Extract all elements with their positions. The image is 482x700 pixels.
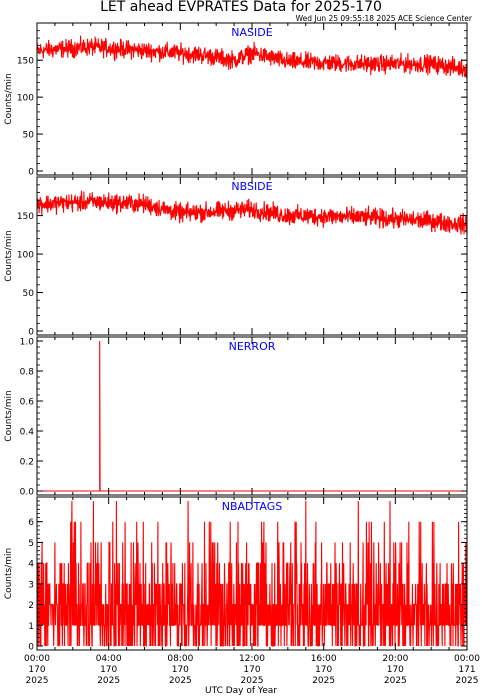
x-tick-label: 2025	[97, 676, 120, 686]
x-tick-label: 170	[387, 665, 404, 675]
y-tick-label: 2	[28, 601, 34, 611]
x-tick-label: 08:00	[167, 654, 193, 664]
y-axis-label: Counts/min	[4, 548, 14, 599]
y-axis-label: Counts/min	[4, 73, 14, 124]
panel-title: NBADTAGS	[222, 500, 282, 513]
y-tick-label: 0.6	[20, 398, 35, 408]
y-tick-label: 3	[28, 580, 34, 590]
series-line-naside	[36, 35, 468, 78]
y-axis-label: Counts/min	[4, 230, 14, 281]
y-tick-label: 5	[28, 539, 34, 549]
panel-title: NERROR	[229, 340, 276, 353]
panel-title: NBSIDE	[231, 180, 272, 193]
series-line-nbside	[36, 190, 468, 235]
y-tick-label: 150	[17, 57, 34, 67]
y-tick-label: 0.0	[20, 488, 35, 498]
series-line-nerror	[37, 340, 467, 492]
x-tick-label: 170	[100, 665, 117, 675]
x-tick-label: 12:00	[239, 654, 265, 664]
y-axis-label: Counts/min	[4, 390, 14, 441]
y-tick-label: 0	[28, 168, 34, 178]
y-tick-label: 150	[17, 212, 34, 222]
x-tick-label: 04:00	[96, 654, 122, 664]
chart-title: LET ahead EVPRATES Data for 2025-170	[100, 0, 382, 15]
x-tick-label: 2025	[169, 676, 192, 686]
y-tick-label: 1	[28, 622, 34, 632]
x-tick-label: 170	[243, 665, 260, 675]
y-tick-label: 50	[23, 131, 35, 141]
y-tick-label: 100	[17, 94, 34, 104]
y-tick-label: 100	[17, 251, 34, 261]
x-tick-label: 170	[28, 665, 45, 675]
y-tick-label: 0	[28, 643, 34, 653]
x-tick-label: 2025	[26, 676, 49, 686]
y-tick-label: 1.0	[20, 338, 35, 348]
y-tick-label: 0	[28, 328, 34, 338]
x-tick-label: 20:00	[382, 654, 408, 664]
x-tick-label: 00:00	[24, 654, 50, 664]
x-tick-label: 2025	[456, 676, 479, 686]
y-tick-label: 4	[28, 560, 34, 570]
y-tick-label: 6	[28, 518, 34, 528]
x-tick-label: 2025	[312, 676, 335, 686]
panel-frame	[36, 336, 468, 496]
x-tick-label: 171	[458, 665, 475, 675]
x-tick-label: 170	[315, 665, 332, 675]
y-tick-label: 0.8	[20, 368, 35, 378]
x-tick-label: 16:00	[311, 654, 337, 664]
x-tick-label: 00:00	[454, 654, 480, 664]
y-tick-label: 50	[23, 289, 35, 299]
timestamp: Wed Jun 25 09:55:18 2025 ACE Science Cen…	[295, 14, 472, 23]
y-tick-label: 0.4	[20, 428, 35, 438]
y-tick-label: 0.2	[20, 458, 34, 468]
x-axis-label: UTC Day of Year	[205, 686, 277, 696]
x-tick-label: 2025	[384, 676, 407, 686]
x-tick-label: 2025	[241, 676, 264, 686]
series-line-nbadtags	[36, 500, 468, 647]
x-tick-label: 170	[172, 665, 189, 675]
panel-title: NASIDE	[231, 26, 272, 39]
